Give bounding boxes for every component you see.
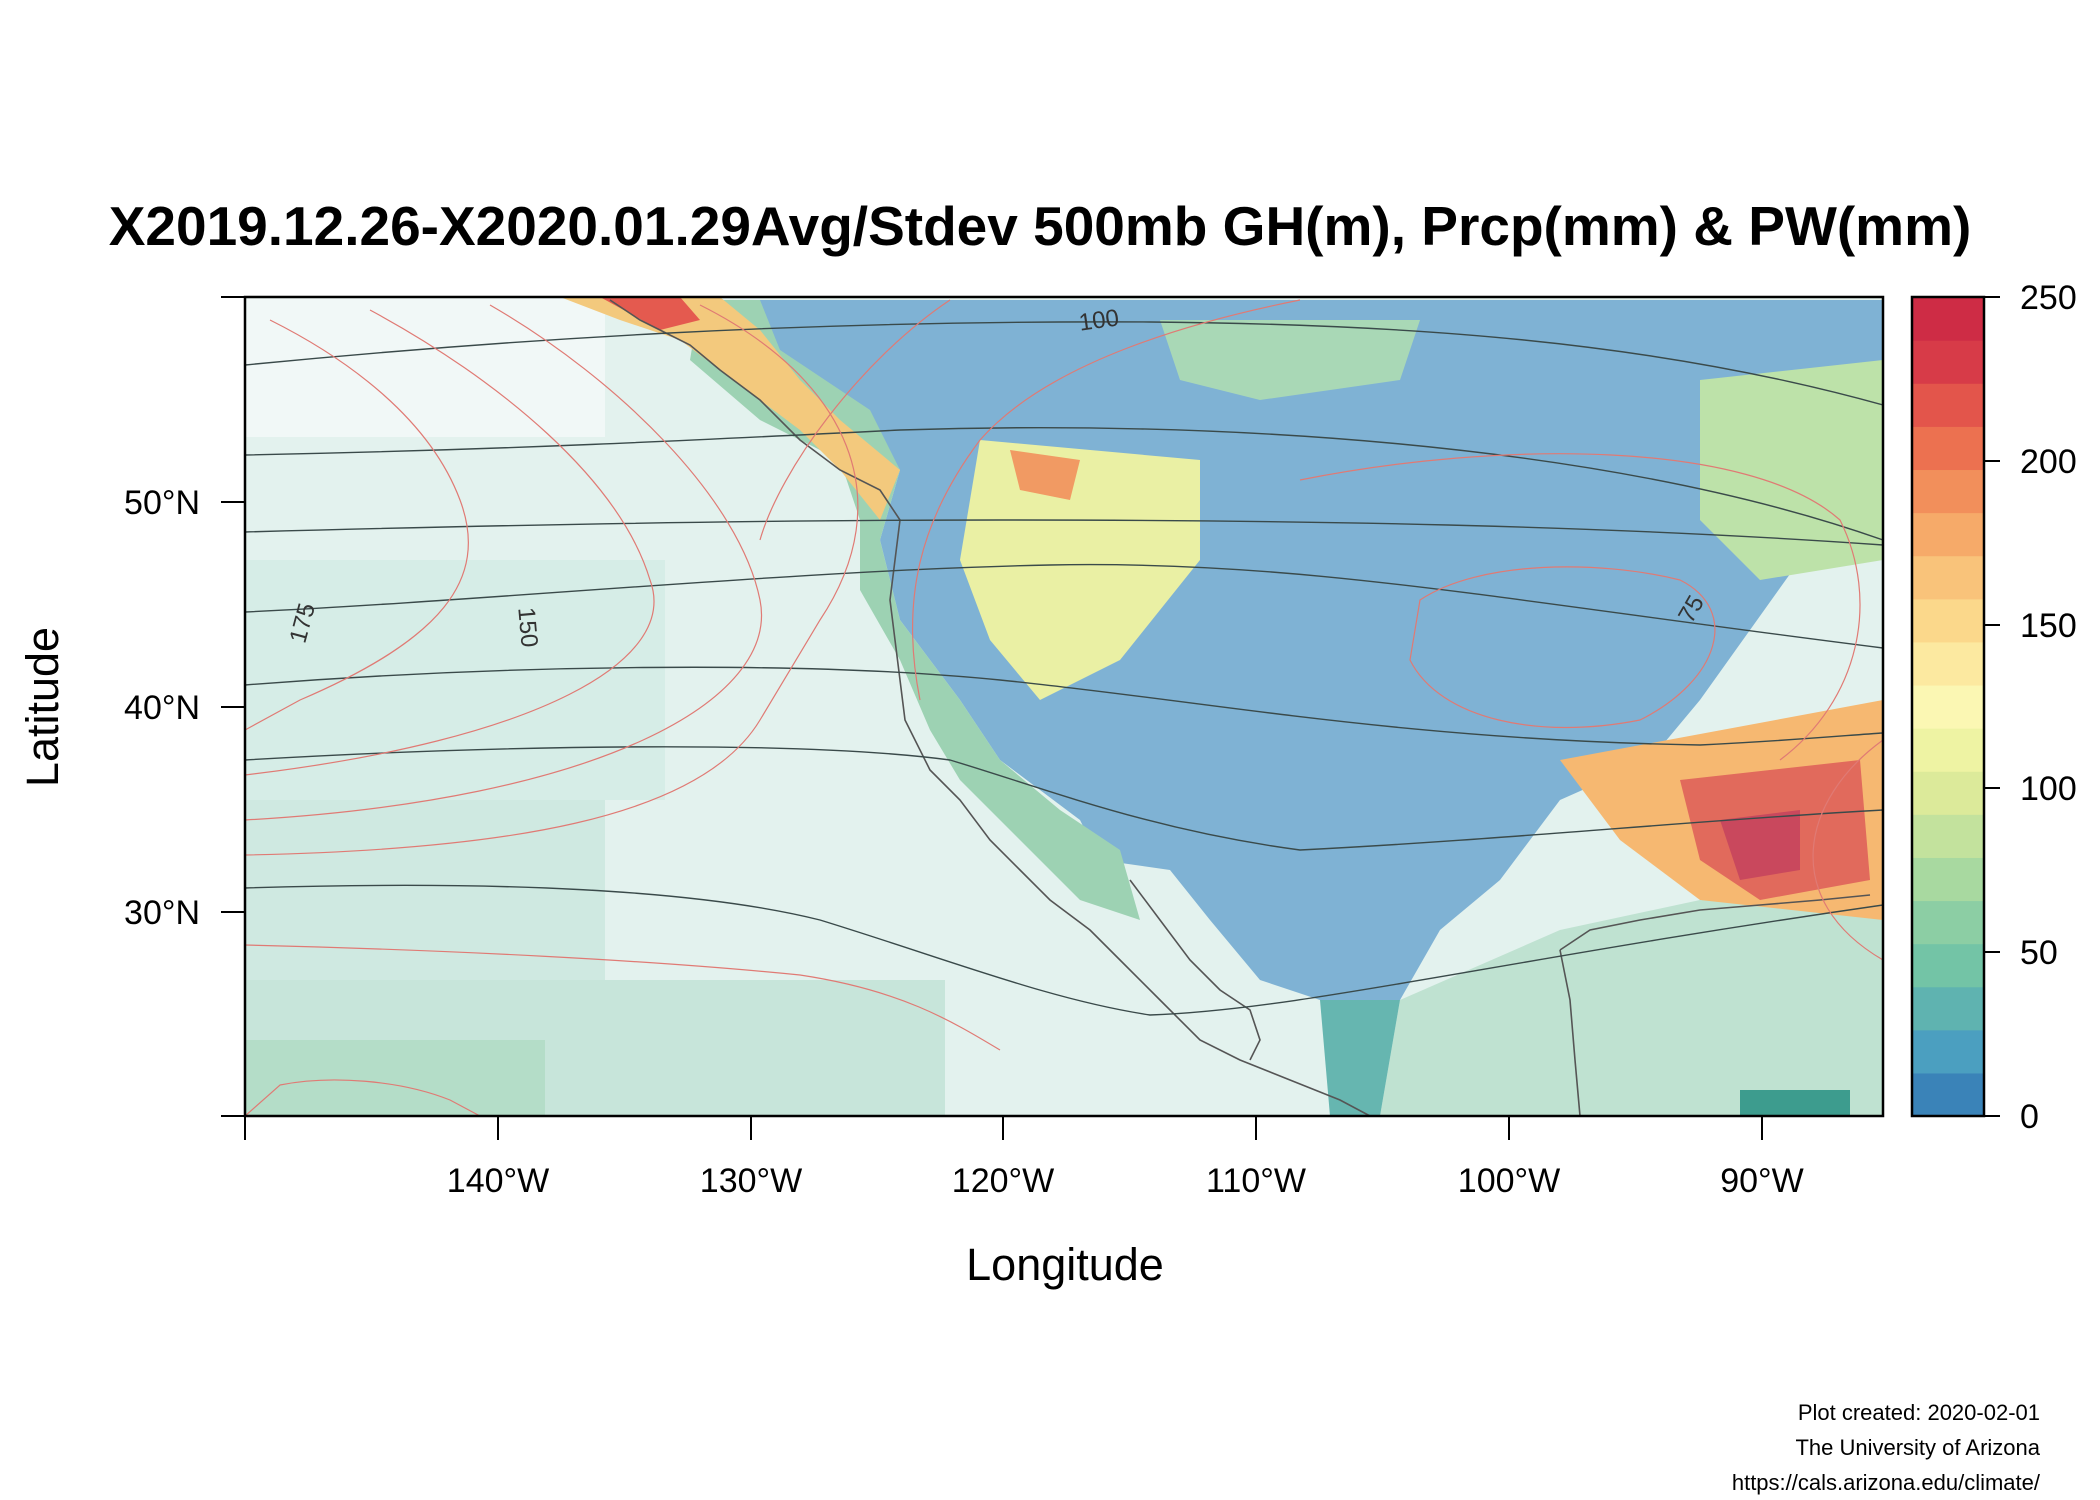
southeast-precip-peak xyxy=(1720,810,1800,880)
colorbar-cell xyxy=(1912,598,1984,643)
coastlines xyxy=(609,299,1871,1116)
pw-contour xyxy=(1812,739,1883,961)
credit-university: The University of Arizona xyxy=(1795,1435,2040,1460)
x-tick-label-90w: 90°W xyxy=(1720,1162,1804,1200)
pacific-coastline xyxy=(609,299,1371,1116)
baja-coastline xyxy=(1129,879,1261,1061)
colorbar xyxy=(1912,297,1984,1117)
colorbar-ticks xyxy=(1984,296,2000,1117)
gulf-precip-small xyxy=(1740,1090,1850,1116)
colorbar-cell xyxy=(1912,340,1984,384)
x-axis-label: Longitude xyxy=(966,1239,1164,1290)
contour-label-150: 150 xyxy=(512,606,542,648)
pnw-precip-high xyxy=(1010,450,1080,500)
gh-contour xyxy=(245,746,1883,851)
pw-contour xyxy=(245,304,763,821)
colorbar-cell xyxy=(1912,771,1984,815)
x-tick-label-140w: 140°W xyxy=(447,1162,549,1200)
colorbar-cell xyxy=(1912,512,1984,557)
colorbar-label-0: 0 xyxy=(2020,1098,2039,1136)
y-axis-label: Latitude xyxy=(17,627,68,787)
colorbar-cell xyxy=(1912,943,1984,988)
pw-contour xyxy=(759,299,951,541)
colorbar-label-250: 250 xyxy=(2020,279,2077,317)
colorbar-border xyxy=(1910,295,1986,1118)
pw-contour xyxy=(245,319,469,731)
ocean-field-far-south xyxy=(245,1040,545,1116)
colorbar-label-150: 150 xyxy=(2020,607,2077,645)
colorbar-label-200: 200 xyxy=(2020,443,2077,481)
gh-contour xyxy=(245,427,1883,541)
colorbar-cell xyxy=(1912,684,1984,729)
colorbar-cell xyxy=(1912,1072,1984,1117)
colorbar-label-100: 100 xyxy=(2020,770,2077,808)
credit-plot-created: Plot created: 2020-02-01 xyxy=(1798,1400,2040,1425)
gh-contour xyxy=(245,884,1883,1016)
pw-contour xyxy=(245,309,655,776)
gh-contour xyxy=(245,321,1883,406)
contour-label-100: 100 xyxy=(1077,304,1120,336)
gh-contours xyxy=(245,321,1883,1016)
colorbar-cell xyxy=(1912,555,1984,600)
colorbar-cell xyxy=(1912,469,1984,514)
colorbar-cell xyxy=(1912,426,1984,471)
colorbar-cell xyxy=(1912,814,1984,858)
x-tick-label-100w: 100°W xyxy=(1458,1162,1560,1200)
mexico-gulf-coastline xyxy=(1559,949,1581,1116)
y-tick-label-30n: 30°N xyxy=(124,894,200,932)
y-tick-label-40n: 40°N xyxy=(124,689,200,727)
ocean-field-north xyxy=(245,297,605,437)
pw-contour xyxy=(245,1079,481,1116)
pw-contour xyxy=(1409,566,1716,729)
pw-contour xyxy=(1299,453,1861,761)
pw-contours xyxy=(245,299,1883,1116)
pw-contour xyxy=(911,299,1301,701)
pw-contour xyxy=(245,944,1001,1051)
colorbar-cell xyxy=(1912,383,1984,427)
colorbar-cell xyxy=(1912,728,1984,772)
x-tick-label-130w: 130°W xyxy=(700,1162,802,1200)
gulf-coastline xyxy=(1559,894,1871,951)
coastal-precip-max-north xyxy=(600,297,700,330)
colorbar-cell xyxy=(1912,641,1984,686)
colorbar-cell xyxy=(1912,1029,1984,1074)
pw-contour xyxy=(245,304,859,856)
gh-contour xyxy=(245,563,1883,649)
y-tick-label-50n: 50°N xyxy=(124,484,200,522)
colorbar-cell xyxy=(1912,857,1984,902)
plot-title: X2019.12.26-X2020.01.29Avg/Stdev 500mb G… xyxy=(109,195,1972,257)
colorbar-cell xyxy=(1912,986,1984,1031)
gulf-pw-field xyxy=(1380,900,1883,1116)
x-tick-label-110w: 110°W xyxy=(1206,1162,1306,1200)
gh-contour xyxy=(245,519,1883,546)
credit-url[interactable]: https://cals.arizona.edu/climate/ xyxy=(1732,1470,2041,1495)
x-axis-ticks xyxy=(244,1116,1763,1140)
x-tick-label-120w: 120°W xyxy=(952,1162,1054,1200)
pnw-precip-moderate xyxy=(960,440,1200,700)
colorbar-cell xyxy=(1912,297,1984,341)
colorbar-cell xyxy=(1912,900,1984,945)
mexico-precip xyxy=(1320,1000,1400,1116)
plains-precip-band xyxy=(1160,320,1420,400)
y-axis-ticks xyxy=(221,296,245,1117)
gh-contour xyxy=(245,666,1883,746)
coastal-precip-high-north xyxy=(560,297,900,520)
colorbar-label-50: 50 xyxy=(2020,934,2058,972)
